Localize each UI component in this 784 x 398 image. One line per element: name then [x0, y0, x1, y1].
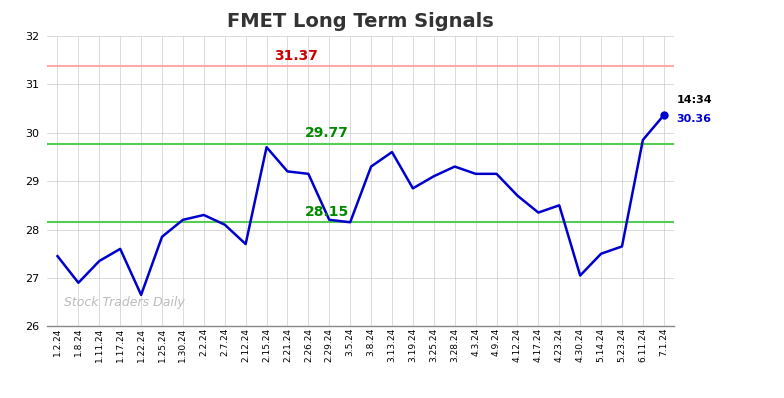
Text: 31.37: 31.37	[274, 49, 318, 63]
Title: FMET Long Term Signals: FMET Long Term Signals	[227, 12, 494, 31]
Text: 14:34: 14:34	[677, 95, 712, 105]
Text: Stock Traders Daily: Stock Traders Daily	[64, 297, 184, 309]
Text: 29.77: 29.77	[305, 127, 349, 140]
Text: 30.36: 30.36	[677, 114, 711, 124]
Text: 28.15: 28.15	[305, 205, 350, 219]
